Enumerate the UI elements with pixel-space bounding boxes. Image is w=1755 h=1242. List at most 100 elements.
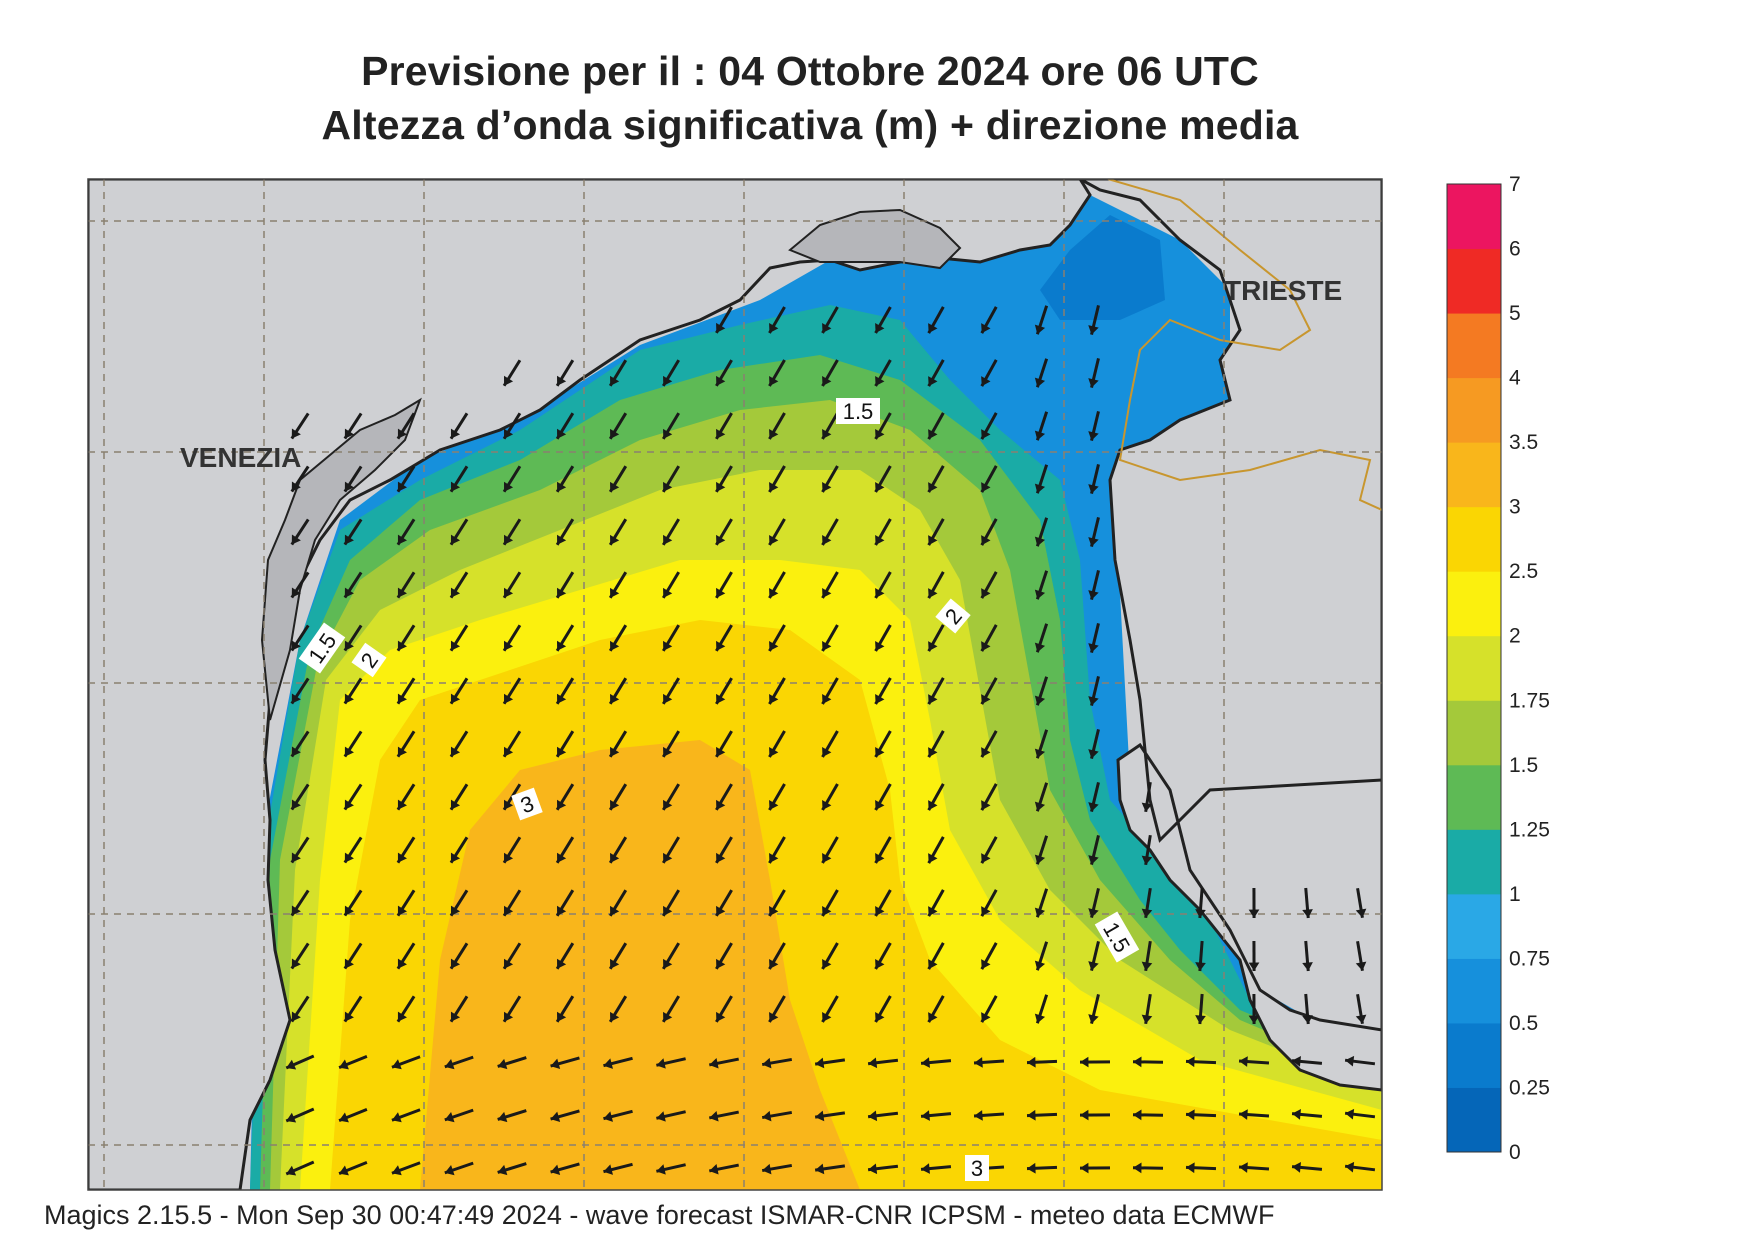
wave-arrow bbox=[927, 995, 945, 1023]
wave-arrow bbox=[821, 942, 839, 970]
wave-arrow bbox=[1088, 994, 1100, 1024]
wave-arrow bbox=[980, 677, 998, 705]
wave-arrow bbox=[874, 465, 892, 493]
wave-arrow bbox=[867, 1163, 899, 1175]
wave-arrow bbox=[927, 836, 945, 864]
wave-arrow bbox=[867, 1057, 899, 1069]
wave-arrow bbox=[285, 1160, 315, 1176]
colorbar-swatch bbox=[1447, 313, 1501, 379]
wave-arrow bbox=[1034, 305, 1049, 335]
wave-arrow bbox=[768, 359, 786, 387]
wave-arrow bbox=[821, 412, 839, 440]
wave-arrow bbox=[396, 571, 416, 599]
wave-arrow bbox=[555, 942, 575, 970]
wave-arrow bbox=[927, 889, 945, 917]
wave-arrow bbox=[927, 412, 945, 440]
wave-arrow bbox=[396, 783, 416, 811]
wave-arrow bbox=[343, 518, 363, 546]
contour-label: 1.5 bbox=[843, 399, 874, 424]
wave-arrow bbox=[1034, 729, 1049, 759]
wave-arrow bbox=[449, 942, 469, 970]
wave-arrow bbox=[608, 465, 628, 493]
wave-arrow bbox=[290, 571, 310, 599]
wave-arrow bbox=[874, 995, 892, 1023]
wave-arrow bbox=[555, 995, 575, 1023]
wave-arrow bbox=[396, 730, 416, 758]
wave-arrow bbox=[715, 518, 733, 546]
wave-arrow bbox=[1034, 941, 1049, 971]
wave-arrow bbox=[608, 995, 628, 1023]
colorbar-tick-label: 0 bbox=[1509, 1141, 1521, 1164]
wave-arrow bbox=[980, 359, 998, 387]
wave-arrow bbox=[927, 359, 945, 387]
wave-arrow bbox=[555, 836, 575, 864]
wave-arrow bbox=[608, 783, 628, 811]
colorbar-swatch bbox=[1447, 1087, 1501, 1153]
wave-arrow bbox=[821, 571, 839, 599]
wave-arrow bbox=[444, 1108, 474, 1123]
wave-arrow bbox=[1238, 1056, 1270, 1067]
wave-arrow bbox=[497, 1056, 527, 1070]
wave-arrow bbox=[550, 1056, 580, 1069]
wave-arrow bbox=[821, 624, 839, 652]
wave-arrow bbox=[821, 730, 839, 758]
wave-arrow bbox=[290, 783, 310, 811]
wave-arrow bbox=[1248, 940, 1260, 972]
wave-arrow bbox=[603, 1056, 633, 1069]
wave-arrow bbox=[555, 624, 575, 652]
wave-arrow bbox=[662, 889, 680, 917]
wave-arrow bbox=[980, 783, 998, 811]
colorbar-swatch bbox=[1447, 377, 1501, 443]
wave-arrow bbox=[449, 571, 469, 599]
wave-arrow bbox=[927, 571, 945, 599]
map-subtitle: Altezza d’onda significativa (m) + direz… bbox=[321, 102, 1299, 148]
wave-arrow bbox=[1034, 570, 1049, 600]
colorbar: 0 0.25 0.5 0.75 1 1.25 1.5 1.75 2 2.5 3 3.5 4 5 6 7 bbox=[1446, 173, 1550, 1164]
wave-arrow bbox=[768, 889, 786, 917]
wave-arrow bbox=[502, 624, 522, 652]
wave-arrow bbox=[708, 1057, 740, 1069]
wave-arrow bbox=[449, 412, 469, 440]
colorbar-tick-label: 5 bbox=[1509, 302, 1521, 325]
wave-arrow bbox=[1079, 1056, 1111, 1068]
wave-arrow bbox=[1034, 358, 1049, 388]
wave-arrow bbox=[662, 836, 680, 864]
wave-arrow bbox=[927, 942, 945, 970]
wave-arrow bbox=[343, 836, 363, 864]
wave-arrow bbox=[768, 677, 786, 705]
colorbar-tick-label: 0.5 bbox=[1509, 1012, 1538, 1035]
wave-arrow bbox=[1141, 781, 1153, 813]
wave-arrow bbox=[1185, 1162, 1217, 1174]
wave-arrow bbox=[768, 836, 786, 864]
colorbar-tick-label: 1.25 bbox=[1509, 818, 1550, 841]
wave-arrow bbox=[980, 624, 998, 652]
wave-arrow bbox=[662, 624, 680, 652]
wave-arrow bbox=[715, 730, 733, 758]
wave-arrow bbox=[1034, 411, 1049, 441]
wave-arrow bbox=[1141, 834, 1153, 866]
wave-arrow bbox=[662, 465, 680, 493]
wave-arrow bbox=[290, 889, 310, 917]
wave-arrow bbox=[1344, 1055, 1376, 1067]
wave-arrow bbox=[1355, 993, 1367, 1025]
sea-band-3 bbox=[420, 740, 860, 1190]
wave-arrow bbox=[814, 1163, 846, 1175]
colorbar-tick-label: 7 bbox=[1509, 173, 1521, 196]
wave-arrow bbox=[662, 730, 680, 758]
colorbar-swatch bbox=[1447, 958, 1501, 1024]
wave-arrow bbox=[821, 889, 839, 917]
wave-arrow bbox=[603, 1109, 633, 1122]
wave-arrow bbox=[396, 995, 416, 1023]
wave-arrow bbox=[1185, 1056, 1217, 1068]
wave-arrow bbox=[502, 836, 522, 864]
wave-arrow bbox=[874, 518, 892, 546]
wave-arrow bbox=[1238, 1109, 1270, 1120]
wave-arrow bbox=[1088, 358, 1100, 388]
wave-arrow bbox=[874, 677, 892, 705]
wave-arrow bbox=[715, 571, 733, 599]
colorbar-swatch bbox=[1447, 248, 1501, 314]
wave-arrow bbox=[608, 677, 628, 705]
wave-arrow bbox=[980, 412, 998, 440]
wave-arrow bbox=[874, 783, 892, 811]
wave-arrow bbox=[768, 942, 786, 970]
